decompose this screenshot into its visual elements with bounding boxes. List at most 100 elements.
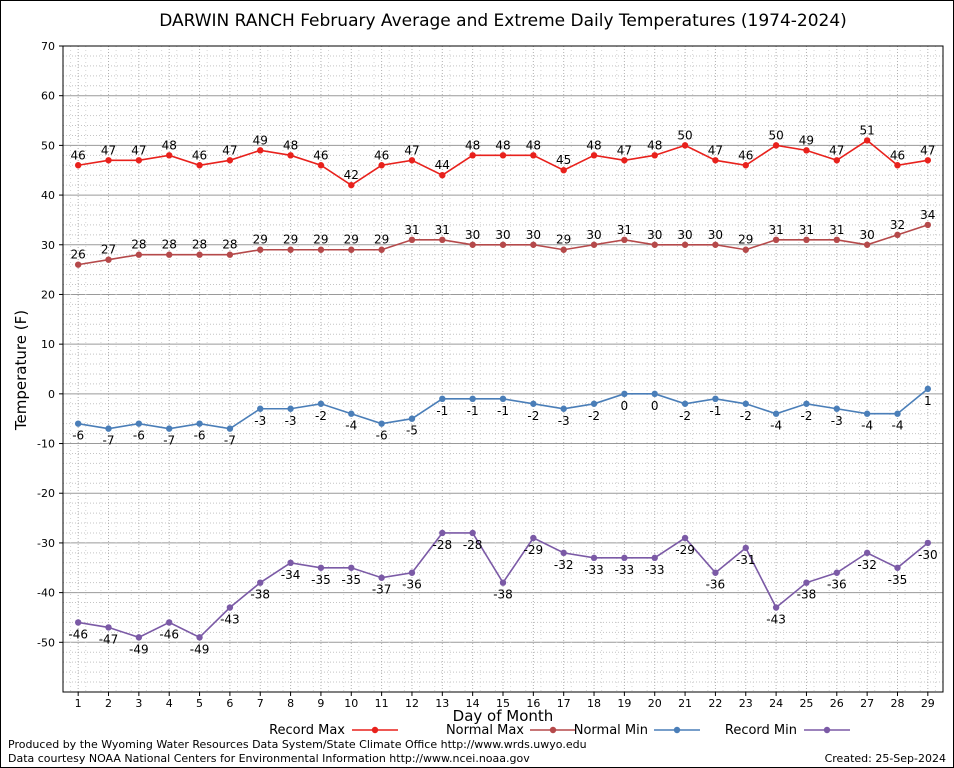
record-min-point — [772, 604, 780, 611]
record-min-data-label: -28 — [433, 538, 453, 552]
normal-max-data-label: 29 — [283, 233, 298, 247]
record-min-data-label: -29 — [524, 543, 544, 557]
record-max-point — [712, 157, 719, 164]
record-max-data-label: 44 — [435, 158, 450, 172]
normal-min-point — [712, 395, 719, 403]
normal-min-data-label: -2 — [315, 409, 327, 423]
normal-min-data-label: -1 — [436, 404, 448, 418]
record-min-data-label: -32 — [554, 558, 574, 572]
normal-max-data-label: 28 — [222, 238, 237, 252]
normal-max-data-label: 30 — [859, 228, 874, 242]
record-max-point — [105, 157, 112, 164]
y-tick-label: 70 — [41, 40, 55, 53]
normal-max-point — [590, 241, 598, 248]
record-min-point — [590, 554, 598, 562]
legend-marker-record-max — [371, 726, 379, 734]
record-max-data-label: 51 — [859, 123, 874, 137]
record-min-data-label: -31 — [736, 553, 756, 567]
normal-min-point — [196, 420, 203, 427]
normal-min-data-label: -7 — [163, 434, 175, 448]
record-max-point — [135, 157, 143, 164]
record-max-point — [924, 157, 932, 164]
normal-min-data-label: -4 — [861, 419, 873, 433]
record-min-data-label: -32 — [857, 558, 877, 572]
normal-max-point — [257, 246, 264, 253]
record-min-point — [712, 569, 719, 576]
record-min-point — [469, 529, 476, 537]
normal-max-data-label: 30 — [465, 228, 480, 242]
x-tick-label: 5 — [196, 697, 203, 710]
record-min-point — [651, 554, 658, 562]
x-tick-label: 29 — [921, 697, 935, 710]
record-max-point — [681, 142, 689, 149]
record-max-point — [196, 162, 203, 169]
record-min-data-label: -38 — [493, 588, 513, 602]
x-tick-label: 2 — [105, 697, 112, 710]
normal-max-data-label: 30 — [677, 228, 692, 242]
x-tick-label: 8 — [287, 697, 294, 710]
record-max-point — [226, 157, 234, 164]
normal-max-point — [166, 251, 173, 258]
normal-max-data-label: 30 — [647, 228, 662, 242]
normal-max-data-label: 28 — [192, 238, 207, 252]
record-min-data-label: -49 — [129, 642, 149, 656]
legend-label-normal-max: Normal Max — [446, 723, 524, 738]
normal-max-point — [439, 236, 446, 243]
y-tick-label: -20 — [37, 487, 55, 500]
record-max-point — [408, 157, 416, 164]
normal-min-data-label: 1 — [924, 394, 932, 408]
record-min-point — [226, 604, 234, 611]
record-max-data-label: 48 — [526, 138, 541, 152]
record-max-data-label: 47 — [222, 143, 237, 157]
normal-min-data-label: -5 — [406, 424, 418, 438]
normal-max-point — [378, 246, 385, 253]
normal-max-point — [469, 241, 476, 248]
record-min-data-label: -36 — [706, 578, 726, 592]
y-tick-label: -40 — [37, 587, 55, 600]
record-min-point — [560, 549, 567, 557]
normal-max-point — [499, 241, 507, 248]
record-min-data-label: -30 — [918, 548, 938, 562]
y-tick-label: 10 — [41, 338, 55, 351]
legend-marker-record-min — [823, 726, 831, 734]
x-tick-label: 14 — [466, 697, 480, 710]
x-axis-label: Day of Month — [453, 707, 554, 725]
x-tick-label: 15 — [496, 697, 510, 710]
normal-max-point — [560, 246, 567, 253]
normal-max-data-label: 28 — [131, 238, 146, 252]
normal-min-point — [863, 410, 871, 417]
record-min-data-label: -35 — [888, 573, 908, 587]
record-max-data-label: 47 — [829, 143, 844, 157]
normal-min-data-label: -4 — [891, 419, 903, 433]
normal-min-point — [378, 420, 385, 427]
record-max-point — [742, 162, 749, 169]
normal-min-data-label: -4 — [345, 419, 357, 433]
normal-max-point — [408, 236, 416, 243]
record-min-data-label: -34 — [281, 568, 301, 582]
record-min-data-label: -47 — [99, 632, 119, 646]
y-tick-label: 40 — [41, 189, 55, 202]
normal-max-point — [924, 221, 932, 229]
legend-label-record-min: Record Min — [725, 723, 797, 738]
x-tick-label: 23 — [739, 697, 753, 710]
normal-min-data-label: -3 — [254, 414, 266, 428]
record-min-point — [894, 564, 901, 571]
x-tick-label: 7 — [257, 697, 264, 710]
normal-min-point — [621, 390, 628, 398]
record-min-point — [439, 529, 446, 537]
record-min-point — [317, 564, 325, 571]
normal-max-data-label: 27 — [101, 243, 116, 257]
normal-min-point — [469, 395, 476, 403]
x-tick-label: 10 — [344, 697, 358, 710]
record-max-data-label: 48 — [495, 138, 510, 152]
record-min-point — [621, 554, 628, 562]
y-tick-label: 30 — [41, 239, 55, 252]
normal-min-data-label: -3 — [831, 414, 843, 428]
record-min-data-label: -29 — [675, 543, 695, 557]
record-max-point — [257, 147, 264, 154]
footer-created: Created: 25-Sep-2024 — [825, 752, 946, 765]
x-tick-label: 3 — [135, 697, 142, 710]
record-max-point — [560, 167, 567, 174]
normal-max-data-label: 26 — [71, 248, 86, 262]
